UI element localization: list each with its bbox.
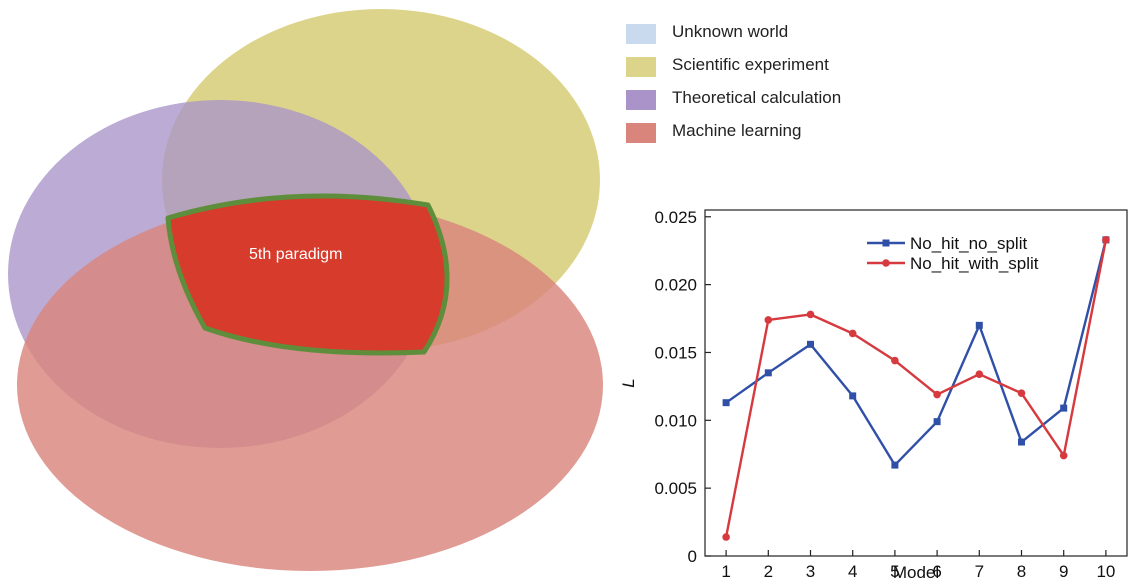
series-point: [891, 356, 899, 365]
series-line-2: [724, 239, 1108, 538]
y-tick-label: 0.025: [654, 208, 697, 227]
series-point: [849, 392, 857, 400]
series-point: [933, 390, 941, 399]
line-chart: 0 0.005 0.010 0.015 0.020 0.025 1 2 3 4 5 6 7 8 9 10 No…: [620, 208, 1128, 579]
y-tick-label: 0.005: [654, 479, 697, 498]
x-axis-title: Model: [893, 563, 939, 579]
series-point: [933, 418, 941, 426]
series-point: [848, 329, 857, 338]
y-tick-label: 0: [688, 547, 697, 566]
series-point: [1018, 438, 1025, 446]
intersection-label: 5th paradigm: [249, 246, 342, 263]
chart-axes: 0 0.005 0.010 0.015 0.020 0.025 1 2 3 4 5 6 7 8 9 10: [654, 208, 1128, 579]
legend-swatch: [626, 57, 656, 77]
x-tick-label: 3: [806, 562, 815, 579]
y-axis-title: L: [620, 378, 638, 387]
legend-label: Scientific experiment: [672, 55, 829, 74]
series-point: [975, 370, 984, 378]
legend-label: Theoretical calculation: [672, 88, 842, 107]
x-tick-label: 10: [1096, 562, 1115, 579]
x-tick-label: 9: [1059, 562, 1068, 579]
plot-frame: [704, 209, 1128, 557]
series-point: [1059, 451, 1068, 460]
series-point: [806, 310, 815, 319]
x-tick-label: 5: [890, 562, 899, 579]
series-point: [722, 399, 730, 407]
venn-intersection-region: [165, 193, 450, 356]
chart-series-layer: [722, 236, 1110, 541]
series-point: [1060, 404, 1068, 412]
x-tick-label: 2: [764, 562, 773, 579]
y-tick-label: 0.010: [654, 411, 697, 430]
series-line-1: [725, 239, 1108, 467]
legend-marker: [882, 259, 890, 267]
venn-diagram: 5th paradigm: [8, 9, 603, 571]
legend-label: Machine learning: [672, 121, 802, 140]
series-point: [807, 340, 814, 348]
legend-label: Unknown world: [672, 22, 789, 41]
series-point: [764, 369, 772, 377]
x-tick-label: 8: [1017, 562, 1026, 579]
series-point: [1017, 389, 1026, 397]
series-point: [764, 316, 773, 324]
legend-marker: [882, 239, 890, 247]
legend-swatch: [626, 90, 656, 110]
x-tick-label: 7: [975, 562, 984, 579]
legend-swatch: [626, 123, 656, 143]
series-point: [975, 321, 983, 329]
legend-entry-label: No_hit_with_split: [910, 254, 1039, 273]
y-tick-label: 0.020: [654, 276, 697, 295]
x-tick-label: 4: [848, 562, 857, 579]
legend-entry-label: No_hit_no_split: [910, 234, 1027, 253]
x-tick-label: 1: [721, 562, 730, 579]
legend-swatch: [626, 24, 656, 44]
x-tick-label: 6: [932, 562, 941, 579]
y-tick-label: 0.015: [654, 343, 697, 362]
series-point: [1102, 236, 1110, 244]
series-point: [722, 533, 730, 541]
series-point: [891, 461, 899, 469]
venn-machine-learning: [17, 199, 603, 571]
